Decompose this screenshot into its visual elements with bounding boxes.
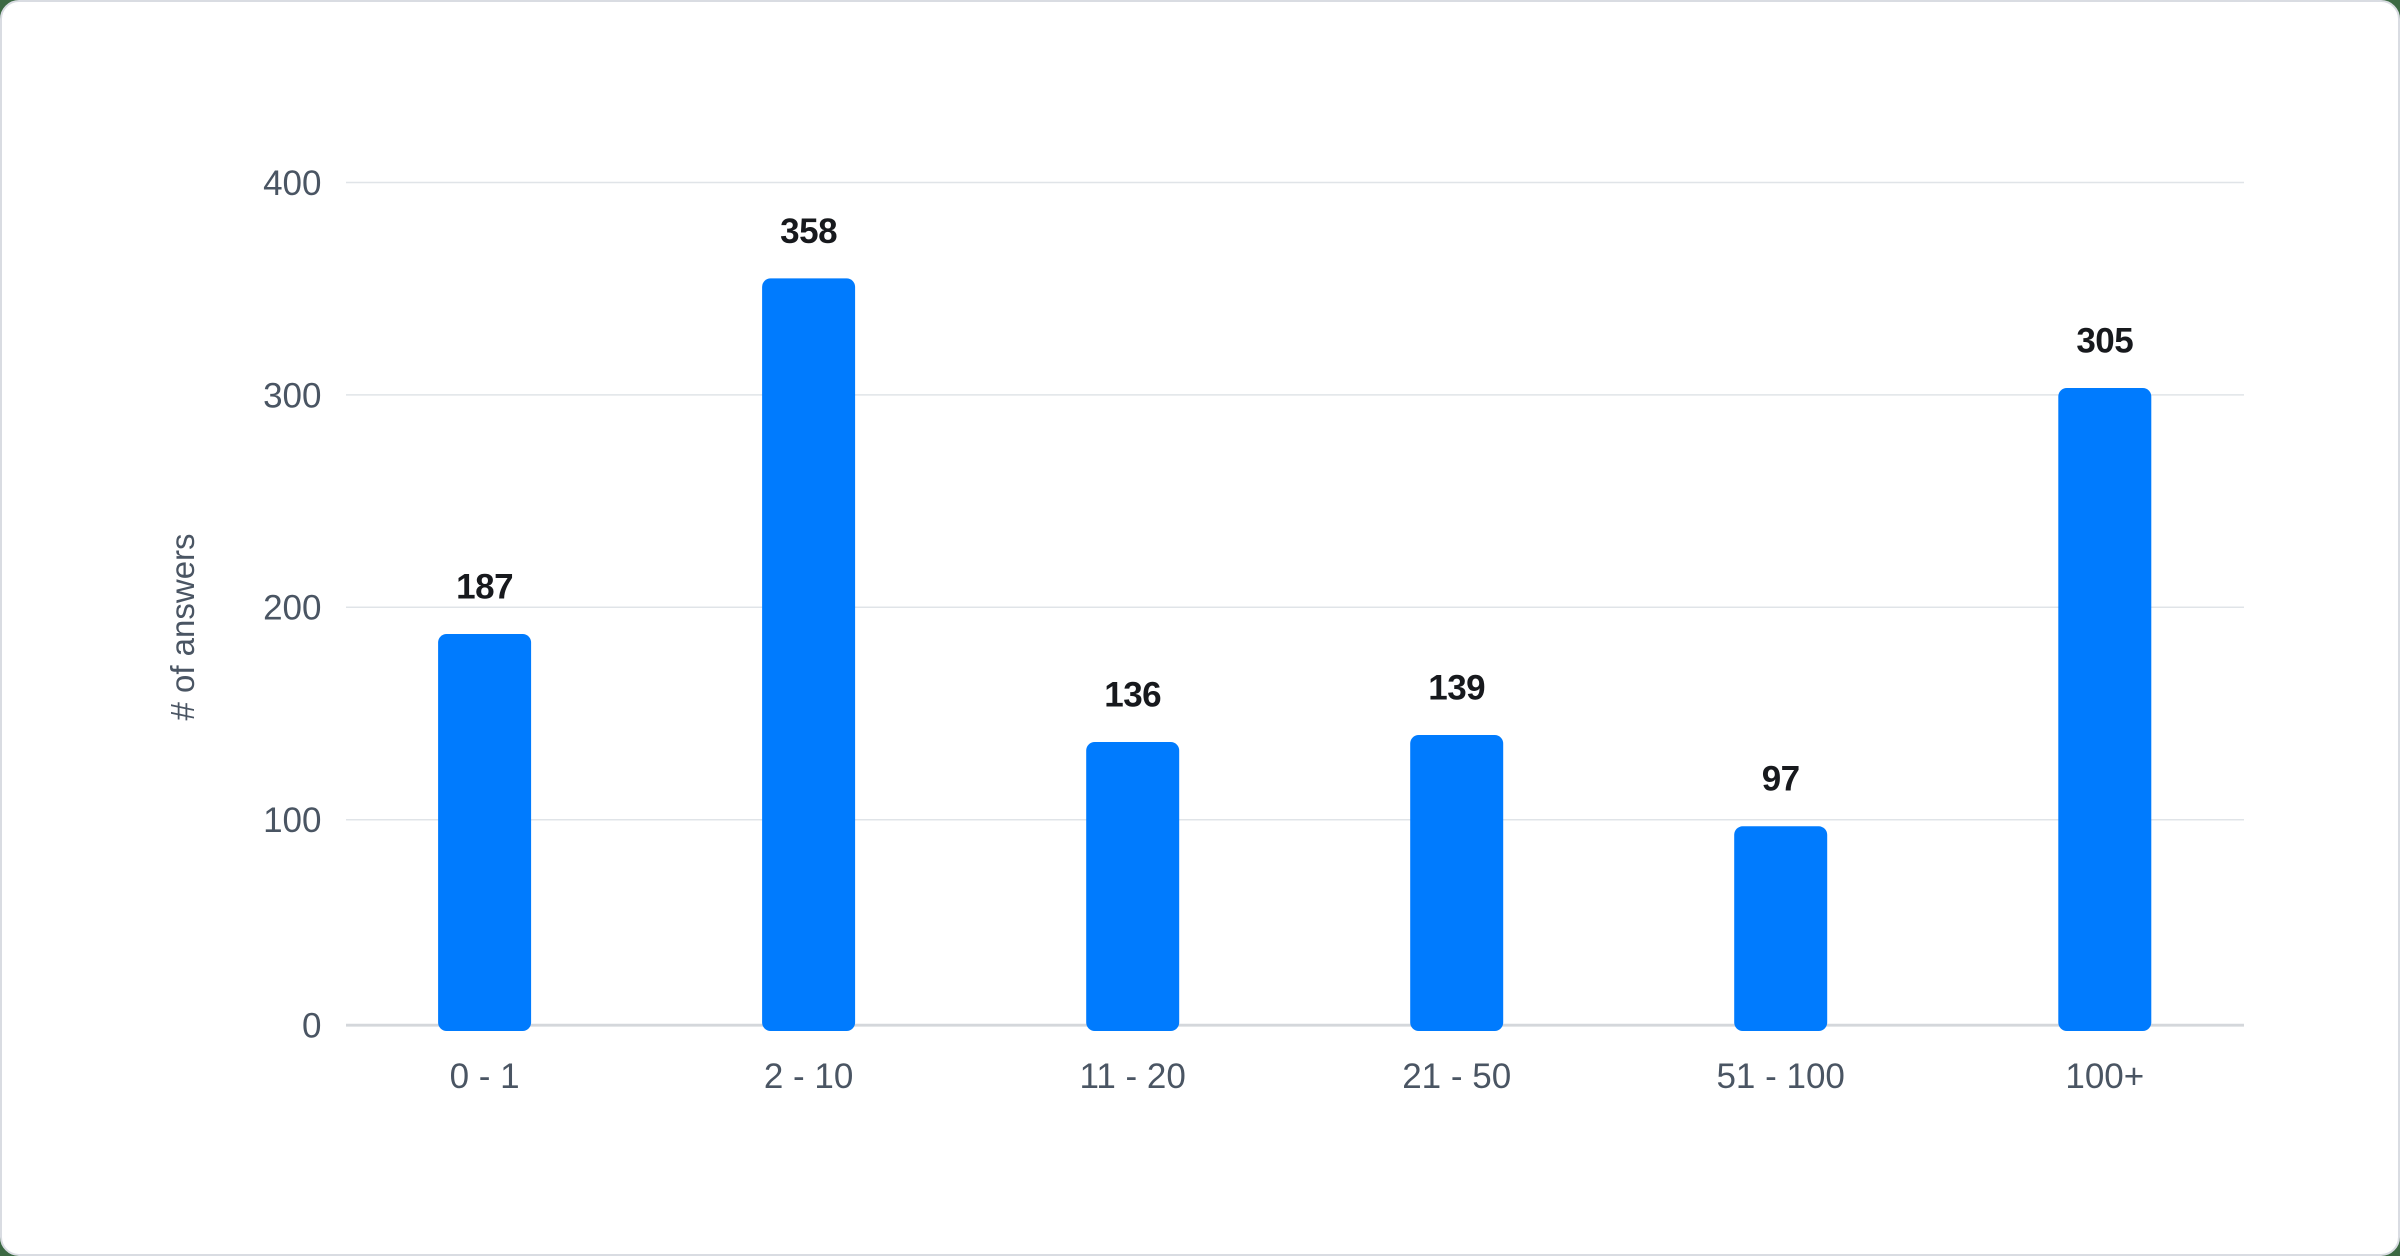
svg-text:136: 136 [1104, 675, 1161, 714]
svg-text:139: 139 [1428, 668, 1485, 707]
svg-text:400: 400 [263, 164, 321, 203]
svg-text:358: 358 [780, 212, 837, 251]
svg-text:187: 187 [456, 567, 513, 606]
svg-text:305: 305 [2076, 321, 2133, 360]
svg-text:100+: 100+ [2065, 1057, 2144, 1096]
svg-text:300: 300 [263, 376, 321, 415]
svg-text:200: 200 [263, 589, 321, 628]
svg-text:0 - 1: 0 - 1 [450, 1057, 520, 1096]
svg-text:0: 0 [302, 1007, 321, 1046]
svg-text:51 - 100: 51 - 100 [1716, 1057, 1844, 1096]
svg-text:100: 100 [263, 801, 321, 840]
svg-text:21 - 50: 21 - 50 [1402, 1057, 1511, 1096]
svg-text:# of answers: # of answers [164, 533, 201, 720]
svg-text:11 - 20: 11 - 20 [1080, 1057, 1186, 1096]
svg-text:2 - 10: 2 - 10 [764, 1057, 854, 1096]
svg-text:97: 97 [1762, 760, 1800, 799]
